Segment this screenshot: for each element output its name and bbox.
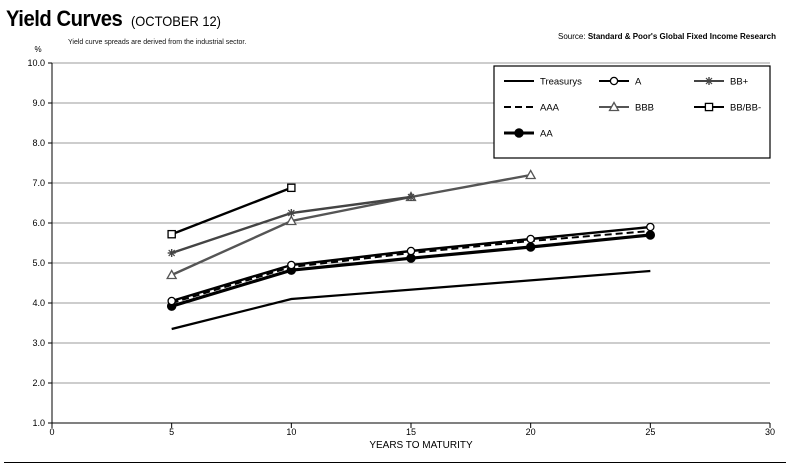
y-tick-label: 2.0 [32, 378, 45, 388]
bottom-divider [4, 462, 786, 463]
chart-date: (OCTOBER 12) [130, 13, 221, 29]
axes: 1.0 2.0 3.0 4.0 5.0 6.0 7.0 8.0 9.0 10.0 0 5 10 15 20 2… [27, 45, 775, 451]
series-line [171, 269, 651, 331]
data-point [526, 234, 535, 244]
data-point [406, 246, 416, 256]
data-point [167, 229, 176, 239]
series-bb- [167, 193, 415, 257]
series-group [166, 169, 656, 331]
y-tick-label: 1.0 [32, 418, 45, 428]
legend: Treasurys A BB+ AAA BBB BB/BB- AA [493, 65, 771, 159]
series-line [171, 186, 292, 236]
x-tick-label: 15 [406, 427, 416, 437]
data-point [645, 230, 656, 240]
x-tick-label: 5 [169, 427, 174, 437]
data-point [704, 102, 714, 112]
legend-entry: Treasurys [504, 77, 582, 88]
series-bbb [166, 169, 537, 280]
series-treasurys [171, 269, 651, 331]
x-tick-label: 25 [645, 427, 655, 437]
data-point [646, 222, 655, 232]
y-tick-label: 6.0 [32, 218, 45, 228]
legend-entry: AAA [504, 103, 560, 114]
x-tick-label: 0 [49, 427, 54, 437]
y-axis-label: % [34, 45, 41, 54]
y-tick-label: 5.0 [32, 258, 45, 268]
y-tick-label: 3.0 [32, 338, 45, 348]
series-bb-bb- [167, 183, 296, 239]
x-tick-label: 20 [526, 427, 536, 437]
data-point [514, 128, 524, 138]
legend-box [493, 65, 771, 159]
data-point [406, 253, 416, 263]
source-note: Source: Standard & Poor's Global Fixed I… [558, 32, 776, 41]
legend-entry: AA [504, 128, 553, 140]
data-point [287, 183, 296, 193]
legend-entry: BB/BB- [694, 103, 761, 114]
data-point [609, 76, 619, 86]
source-name: Standard & Poor's Global Fixed Income Re… [587, 32, 776, 41]
y-tick-label: 9.0 [32, 98, 45, 108]
series-line [171, 173, 531, 277]
legend-entry: BBB [599, 101, 654, 114]
y-tick-label: 7.0 [32, 178, 45, 188]
y-tick-label: 4.0 [32, 298, 45, 308]
data-point [287, 209, 296, 217]
legend-label: AA [540, 129, 553, 140]
legend-label: A [635, 77, 642, 88]
chart-subtitle: Yield curve spreads are derived from the… [68, 39, 247, 46]
chart-title: Yield Curves [6, 6, 123, 31]
series-aa [166, 230, 656, 311]
chart-title-row: Yield Curves (OCTOBER 12) [6, 6, 229, 32]
data-point [705, 77, 713, 85]
x-tick-label: 10 [286, 427, 296, 437]
legend-label: BB/BB- [730, 103, 761, 114]
legend-label: BBB [635, 103, 654, 114]
data-point [167, 296, 176, 306]
legend-entry: BB+ [694, 77, 749, 88]
legend-label: AAA [540, 103, 560, 114]
data-point [166, 269, 178, 280]
source-label: Source: [558, 32, 586, 41]
data-point [608, 101, 620, 112]
y-tick-label: 10.0 [27, 58, 45, 68]
series-line [171, 233, 651, 308]
data-point [407, 193, 415, 201]
data-point [167, 249, 176, 257]
x-axis-label: YEARS TO MATURITY [369, 440, 473, 451]
data-point [285, 215, 297, 226]
legend-label: BB+ [730, 77, 749, 88]
data-point [525, 242, 536, 252]
legend-label: Treasurys [540, 77, 582, 88]
legend-entry: A [599, 77, 642, 88]
x-tick-label: 30 [765, 427, 775, 437]
data-point [287, 260, 296, 270]
data-point [525, 169, 537, 180]
y-tick-label: 8.0 [32, 138, 45, 148]
series-a [167, 222, 655, 306]
